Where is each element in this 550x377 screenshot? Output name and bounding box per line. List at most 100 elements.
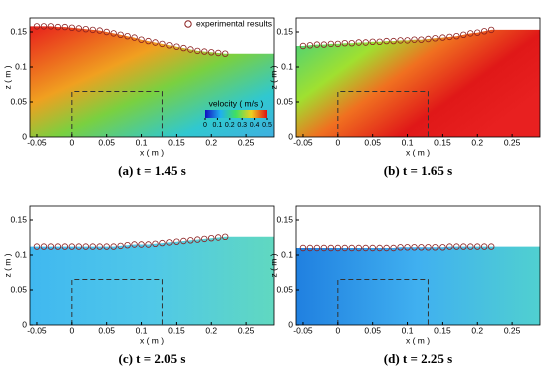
experimental-point (61, 23, 69, 31)
experimental-point (110, 243, 117, 250)
colorbar-label: velocity ( m/s ) (209, 98, 264, 108)
experimental-point (173, 43, 180, 50)
experimental-point (159, 239, 166, 247)
experimental-point (166, 239, 173, 246)
experimental-point (474, 29, 481, 36)
experimental-point (194, 236, 201, 243)
experimental-point (117, 242, 124, 250)
experimental-point (467, 243, 474, 250)
experimental-point (334, 40, 342, 48)
experimental-point (299, 244, 307, 252)
y-tick-label: 0.05 (10, 96, 27, 106)
experimental-point (47, 243, 55, 250)
experimental-point (152, 240, 159, 247)
x-tick-label: 0.15 (168, 137, 185, 147)
experimental-point (180, 237, 187, 245)
experimental-point (208, 234, 215, 242)
experimental-point (404, 37, 411, 44)
experimental-point (124, 241, 131, 249)
colorbar (205, 110, 267, 118)
experimental-point (54, 23, 62, 31)
experimental-point (221, 50, 229, 57)
velocity-field (30, 26, 274, 137)
experimental-point (68, 24, 76, 31)
experimental-point (75, 25, 82, 32)
structure (71, 279, 163, 325)
y-axis-label: z ( m ) (268, 253, 278, 277)
experimental-point (404, 244, 411, 251)
experimental-point (47, 23, 55, 30)
experimental-point (446, 33, 453, 41)
velocity-field (296, 29, 540, 137)
experimental-point (138, 241, 145, 248)
experimental-point (145, 37, 152, 45)
experimental-point (411, 244, 418, 251)
experimental-point (131, 241, 138, 248)
experimental-point (411, 36, 418, 43)
caption: (b) t = 1.65 s (384, 163, 452, 178)
experimental-point (418, 36, 425, 43)
x-tick-label: 0.25 (238, 325, 255, 335)
y-axis-label: z ( m ) (2, 65, 12, 89)
structure (337, 279, 429, 325)
x-tick-label: -0.05 (293, 325, 313, 335)
experimental-point (103, 243, 110, 250)
x-tick-label: 0.25 (238, 137, 255, 147)
structure (71, 91, 163, 137)
x-axis-label: x ( m ) (140, 335, 164, 345)
experimental-point (460, 31, 467, 38)
experimental-point (467, 30, 474, 37)
experimental-point (362, 39, 369, 46)
experimental-point (355, 39, 362, 46)
experimental-point (124, 33, 131, 40)
x-axis-label: x ( m ) (406, 335, 430, 345)
y-tick-label: 0 (22, 131, 27, 141)
experimental-point (362, 244, 369, 252)
experimental-point (390, 37, 397, 45)
x-tick-label: 0 (335, 325, 340, 335)
experimental-point (432, 35, 439, 42)
y-tick-label: 0.1 (281, 249, 293, 259)
x-tick-label: 0.05 (98, 137, 115, 147)
experimental-point (138, 36, 145, 43)
experimental-point (201, 48, 208, 55)
experimental-point (75, 243, 82, 250)
y-tick-label: 0 (22, 319, 27, 329)
experimental-point (383, 244, 390, 252)
x-tick-label: 0.15 (434, 325, 451, 335)
velocity-field (296, 246, 540, 325)
experimental-point (82, 243, 89, 250)
experimental-point (481, 243, 488, 250)
experimental-point (425, 244, 432, 251)
experimental-point (348, 244, 355, 252)
experimental-point (187, 237, 194, 244)
y-tick-label: 0.05 (276, 96, 293, 106)
y-tick-label: 0.15 (276, 214, 293, 224)
colorbar-tick-label: 0.4 (250, 122, 260, 129)
experimental-point (341, 40, 348, 47)
experimental-point (103, 28, 110, 36)
colorbar-tick-label: 0.3 (237, 122, 247, 129)
y-tick-label: 0.05 (10, 284, 27, 294)
experimental-point (61, 243, 69, 250)
y-tick-label: 0.15 (10, 26, 27, 36)
x-tick-label: -0.05 (27, 325, 47, 335)
x-tick-label: 0.2 (471, 137, 483, 147)
x-tick-label: 0.05 (364, 325, 381, 335)
experimental-point (439, 244, 446, 251)
experimental-point (313, 41, 321, 48)
x-tick-label: 0.15 (168, 325, 185, 335)
experimental-point (82, 26, 89, 33)
y-tick-label: 0 (288, 131, 293, 141)
experimental-point (341, 244, 348, 252)
experimental-point (40, 23, 48, 30)
experimental-point (215, 49, 222, 57)
x-tick-label: 0.1 (136, 137, 148, 147)
experimental-point (159, 40, 166, 48)
experimental-point (397, 37, 404, 44)
experimental-point (221, 233, 229, 240)
colorbar-tick-label: 0.1 (213, 122, 223, 129)
caption: (a) t = 1.45 s (118, 163, 186, 178)
experimental-point (376, 38, 383, 45)
